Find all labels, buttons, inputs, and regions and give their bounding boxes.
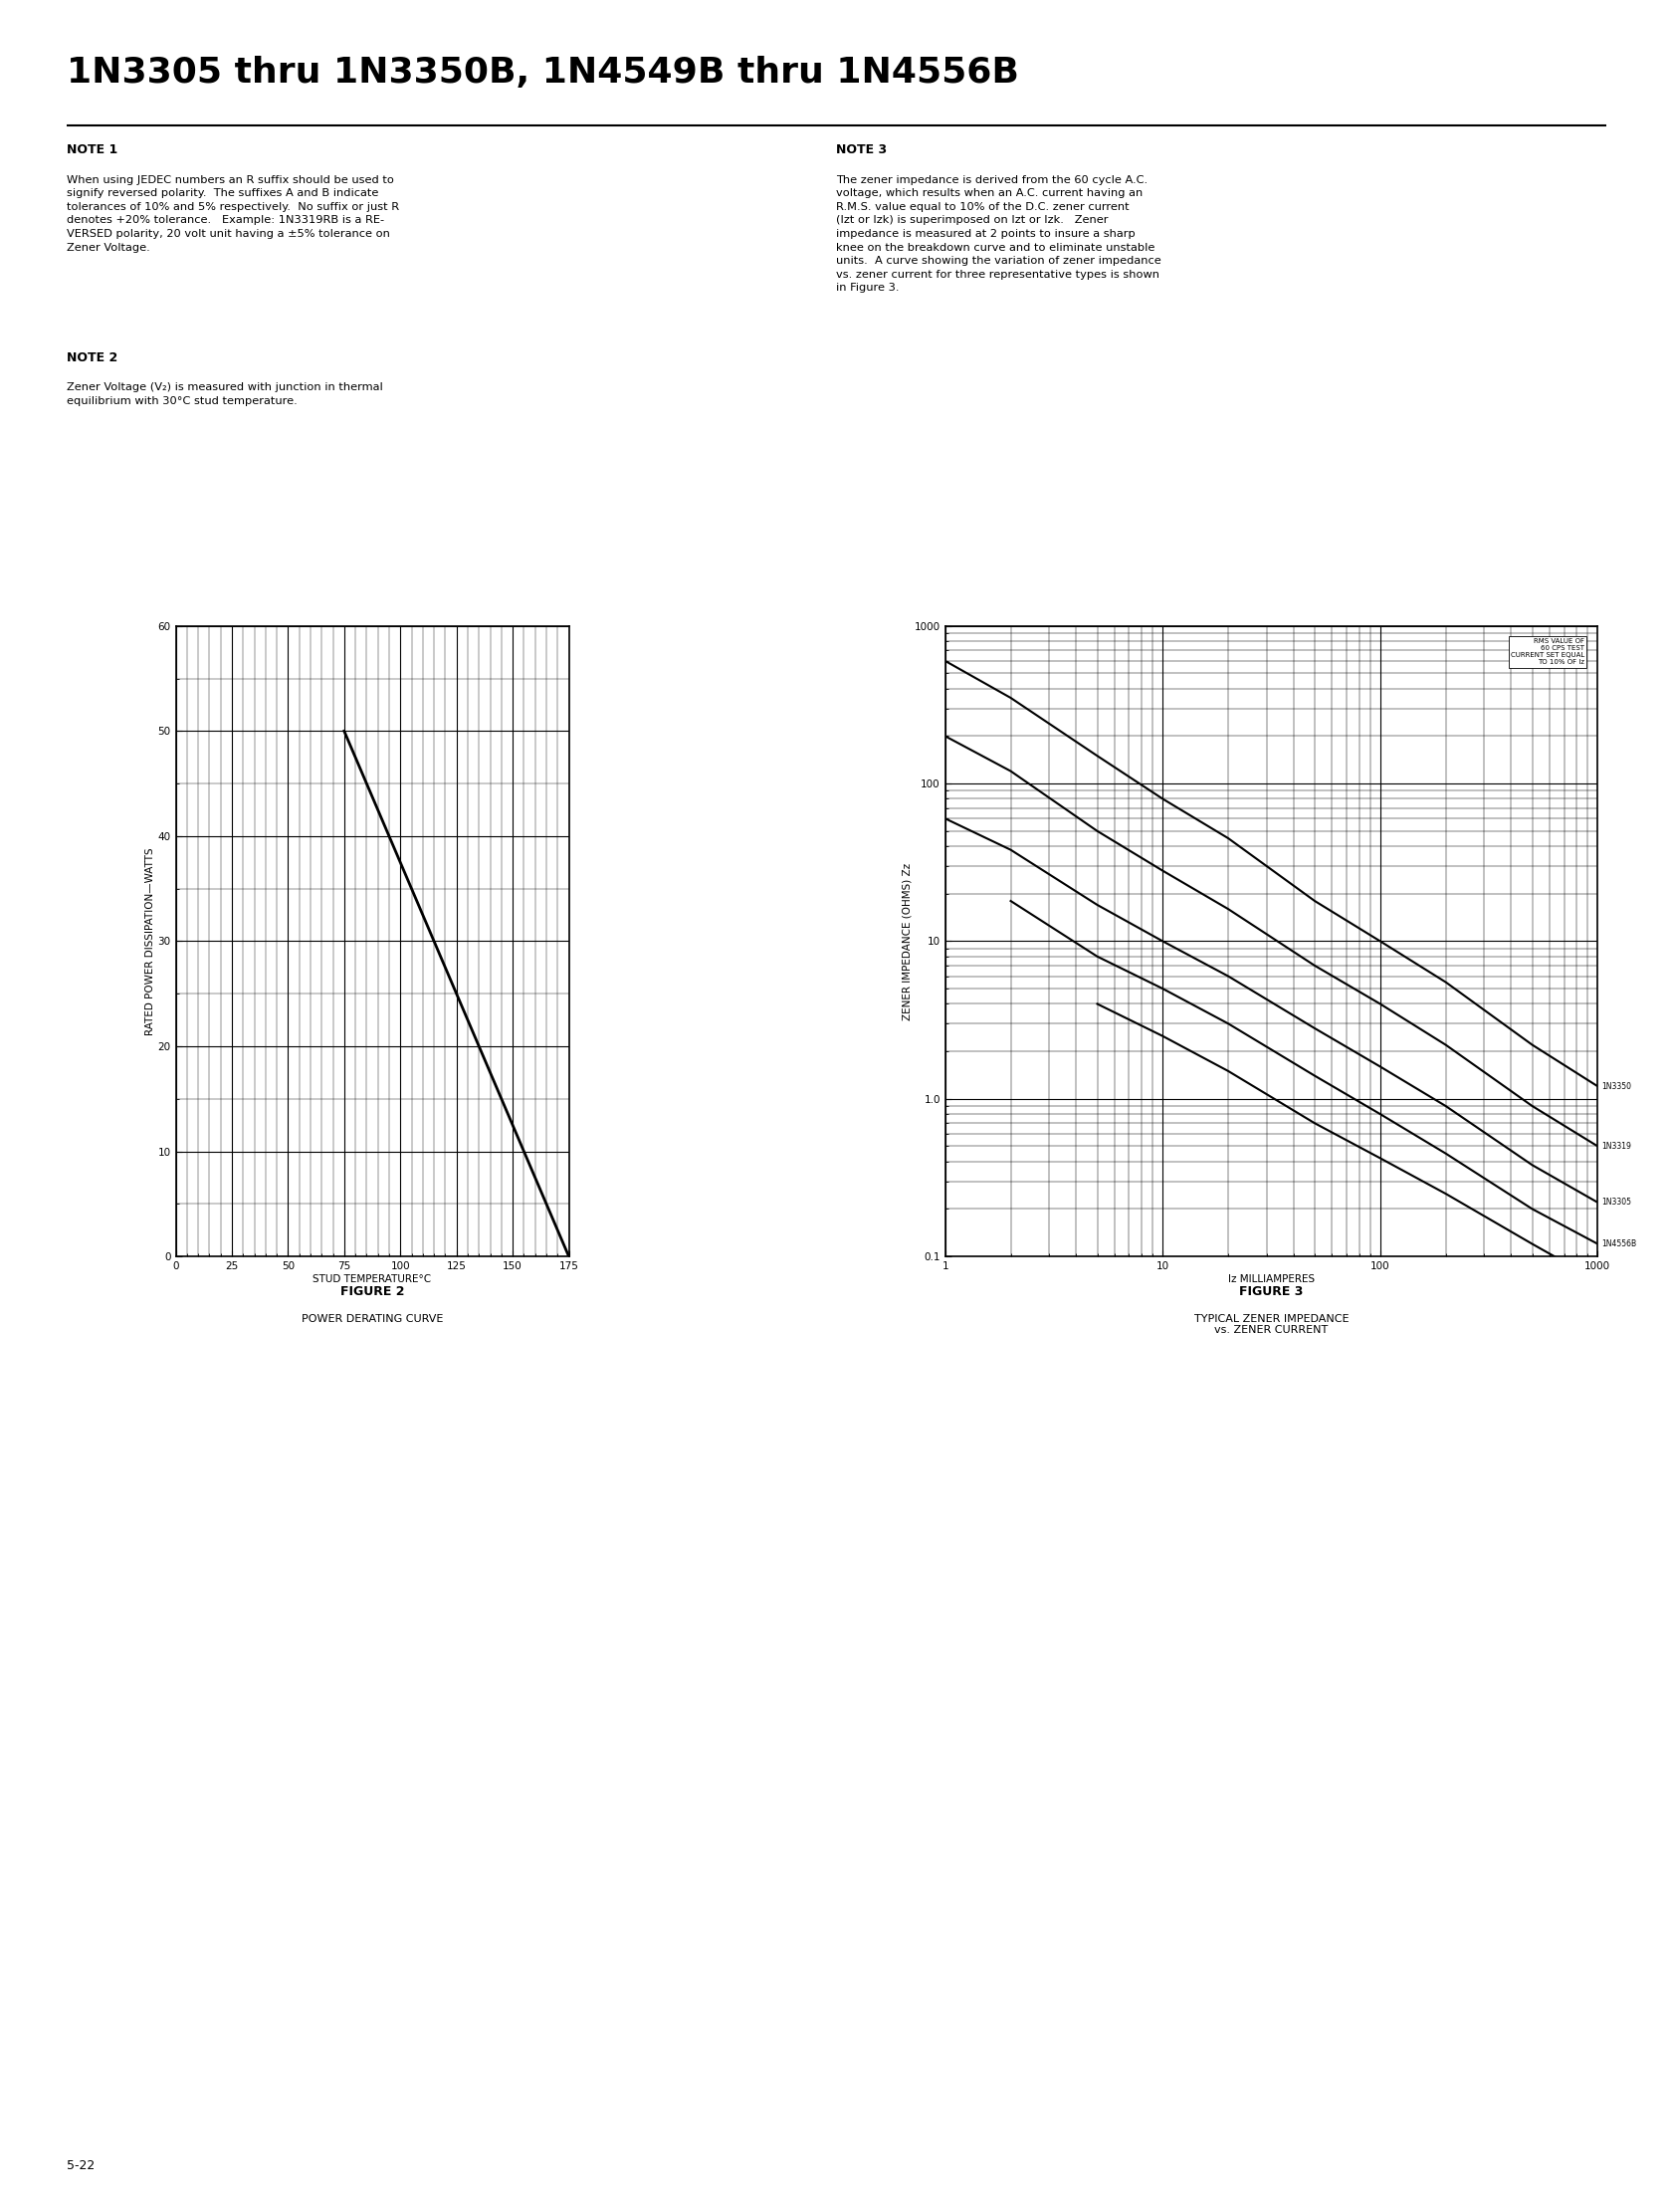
X-axis label: Iz MILLIAMPERES: Iz MILLIAMPERES	[1227, 1274, 1314, 1283]
Text: 1N3350: 1N3350	[1600, 1082, 1630, 1091]
Text: TYPICAL ZENER IMPEDANCE
vs. ZENER CURRENT: TYPICAL ZENER IMPEDANCE vs. ZENER CURREN…	[1194, 1314, 1348, 1336]
Text: RMS VALUE OF
60 CPS TEST
CURRENT SET EQUAL
TO 10% OF Iz: RMS VALUE OF 60 CPS TEST CURRENT SET EQU…	[1510, 639, 1583, 666]
Text: FIGURE 3: FIGURE 3	[1239, 1285, 1302, 1298]
Text: NOTE 2: NOTE 2	[67, 352, 117, 365]
Text: 1N4556B: 1N4556B	[1600, 1239, 1635, 1248]
Y-axis label: RATED POWER DISSIPATION—WATTS: RATED POWER DISSIPATION—WATTS	[145, 847, 155, 1035]
Text: POWER DERATING CURVE: POWER DERATING CURVE	[301, 1314, 443, 1325]
Text: When using JEDEC numbers an R suffix should be used to
signify reversed polarity: When using JEDEC numbers an R suffix sho…	[67, 175, 400, 252]
Text: The zener impedance is derived from the 60 cycle A.C.
voltage, which results whe: The zener impedance is derived from the …	[836, 175, 1160, 292]
Text: NOTE 1: NOTE 1	[67, 144, 117, 157]
Text: 1N3305: 1N3305	[1600, 1199, 1630, 1208]
Y-axis label: ZENER IMPEDANCE (OHMS) Zz: ZENER IMPEDANCE (OHMS) Zz	[901, 863, 911, 1020]
Text: Zener Voltage (V₂) is measured with junction in thermal
equilibrium with 30°C st: Zener Voltage (V₂) is measured with junc…	[67, 383, 383, 407]
Text: FIGURE 2: FIGURE 2	[339, 1285, 405, 1298]
X-axis label: STUD TEMPERATURE°C: STUD TEMPERATURE°C	[313, 1274, 431, 1283]
Text: NOTE 3: NOTE 3	[836, 144, 886, 157]
Text: 5-22: 5-22	[67, 2159, 95, 2172]
Text: 1N3319: 1N3319	[1600, 1141, 1630, 1150]
Text: 1N3305 thru 1N3350B, 1N4549B thru 1N4556B: 1N3305 thru 1N3350B, 1N4549B thru 1N4556…	[67, 55, 1018, 91]
